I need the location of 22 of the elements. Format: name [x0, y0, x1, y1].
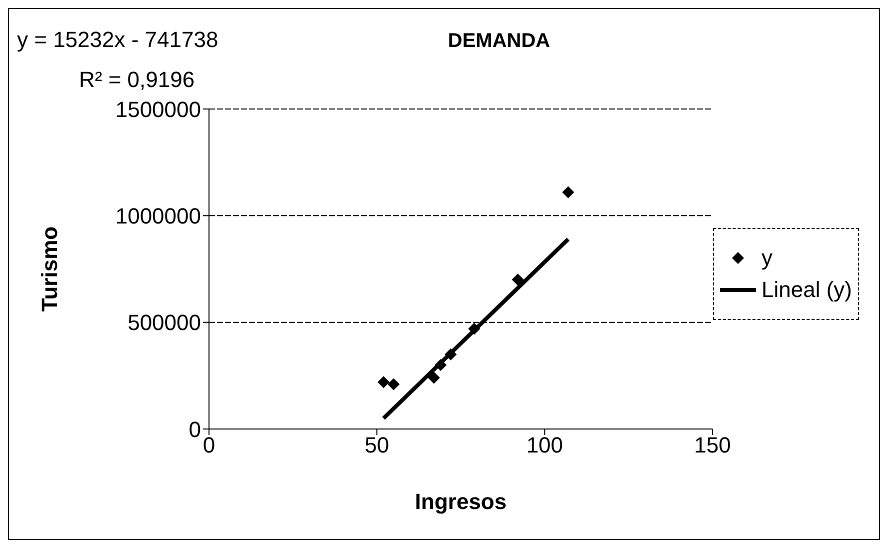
point — [512, 274, 524, 286]
text: y = 15232x - 741738 — [17, 27, 218, 52]
point — [378, 376, 390, 388]
legend-label: y — [762, 245, 773, 271]
point — [428, 372, 440, 384]
legend-label: Lineal (y) — [762, 277, 852, 303]
point — [562, 186, 574, 198]
x-tick-label: 50 — [364, 432, 390, 458]
y-tick-label: 500000 — [128, 310, 201, 336]
y-tick-label: 0 — [188, 416, 201, 442]
x-axis-title: Ingresos — [414, 489, 507, 514]
point — [444, 348, 457, 360]
chart-title: DEMANDA — [448, 30, 550, 52]
text: R² = 0,9196 — [79, 67, 195, 92]
y-axis-title: Turismo — [36, 226, 62, 312]
x-tick-label: 100 — [526, 432, 564, 458]
x-tick-label: 150 — [694, 432, 731, 458]
point — [388, 378, 400, 390]
point — [434, 359, 447, 371]
y-tick-label: 1500000 — [115, 96, 201, 122]
y-tick-label: 1000000 — [115, 203, 201, 228]
point — [468, 322, 480, 335]
